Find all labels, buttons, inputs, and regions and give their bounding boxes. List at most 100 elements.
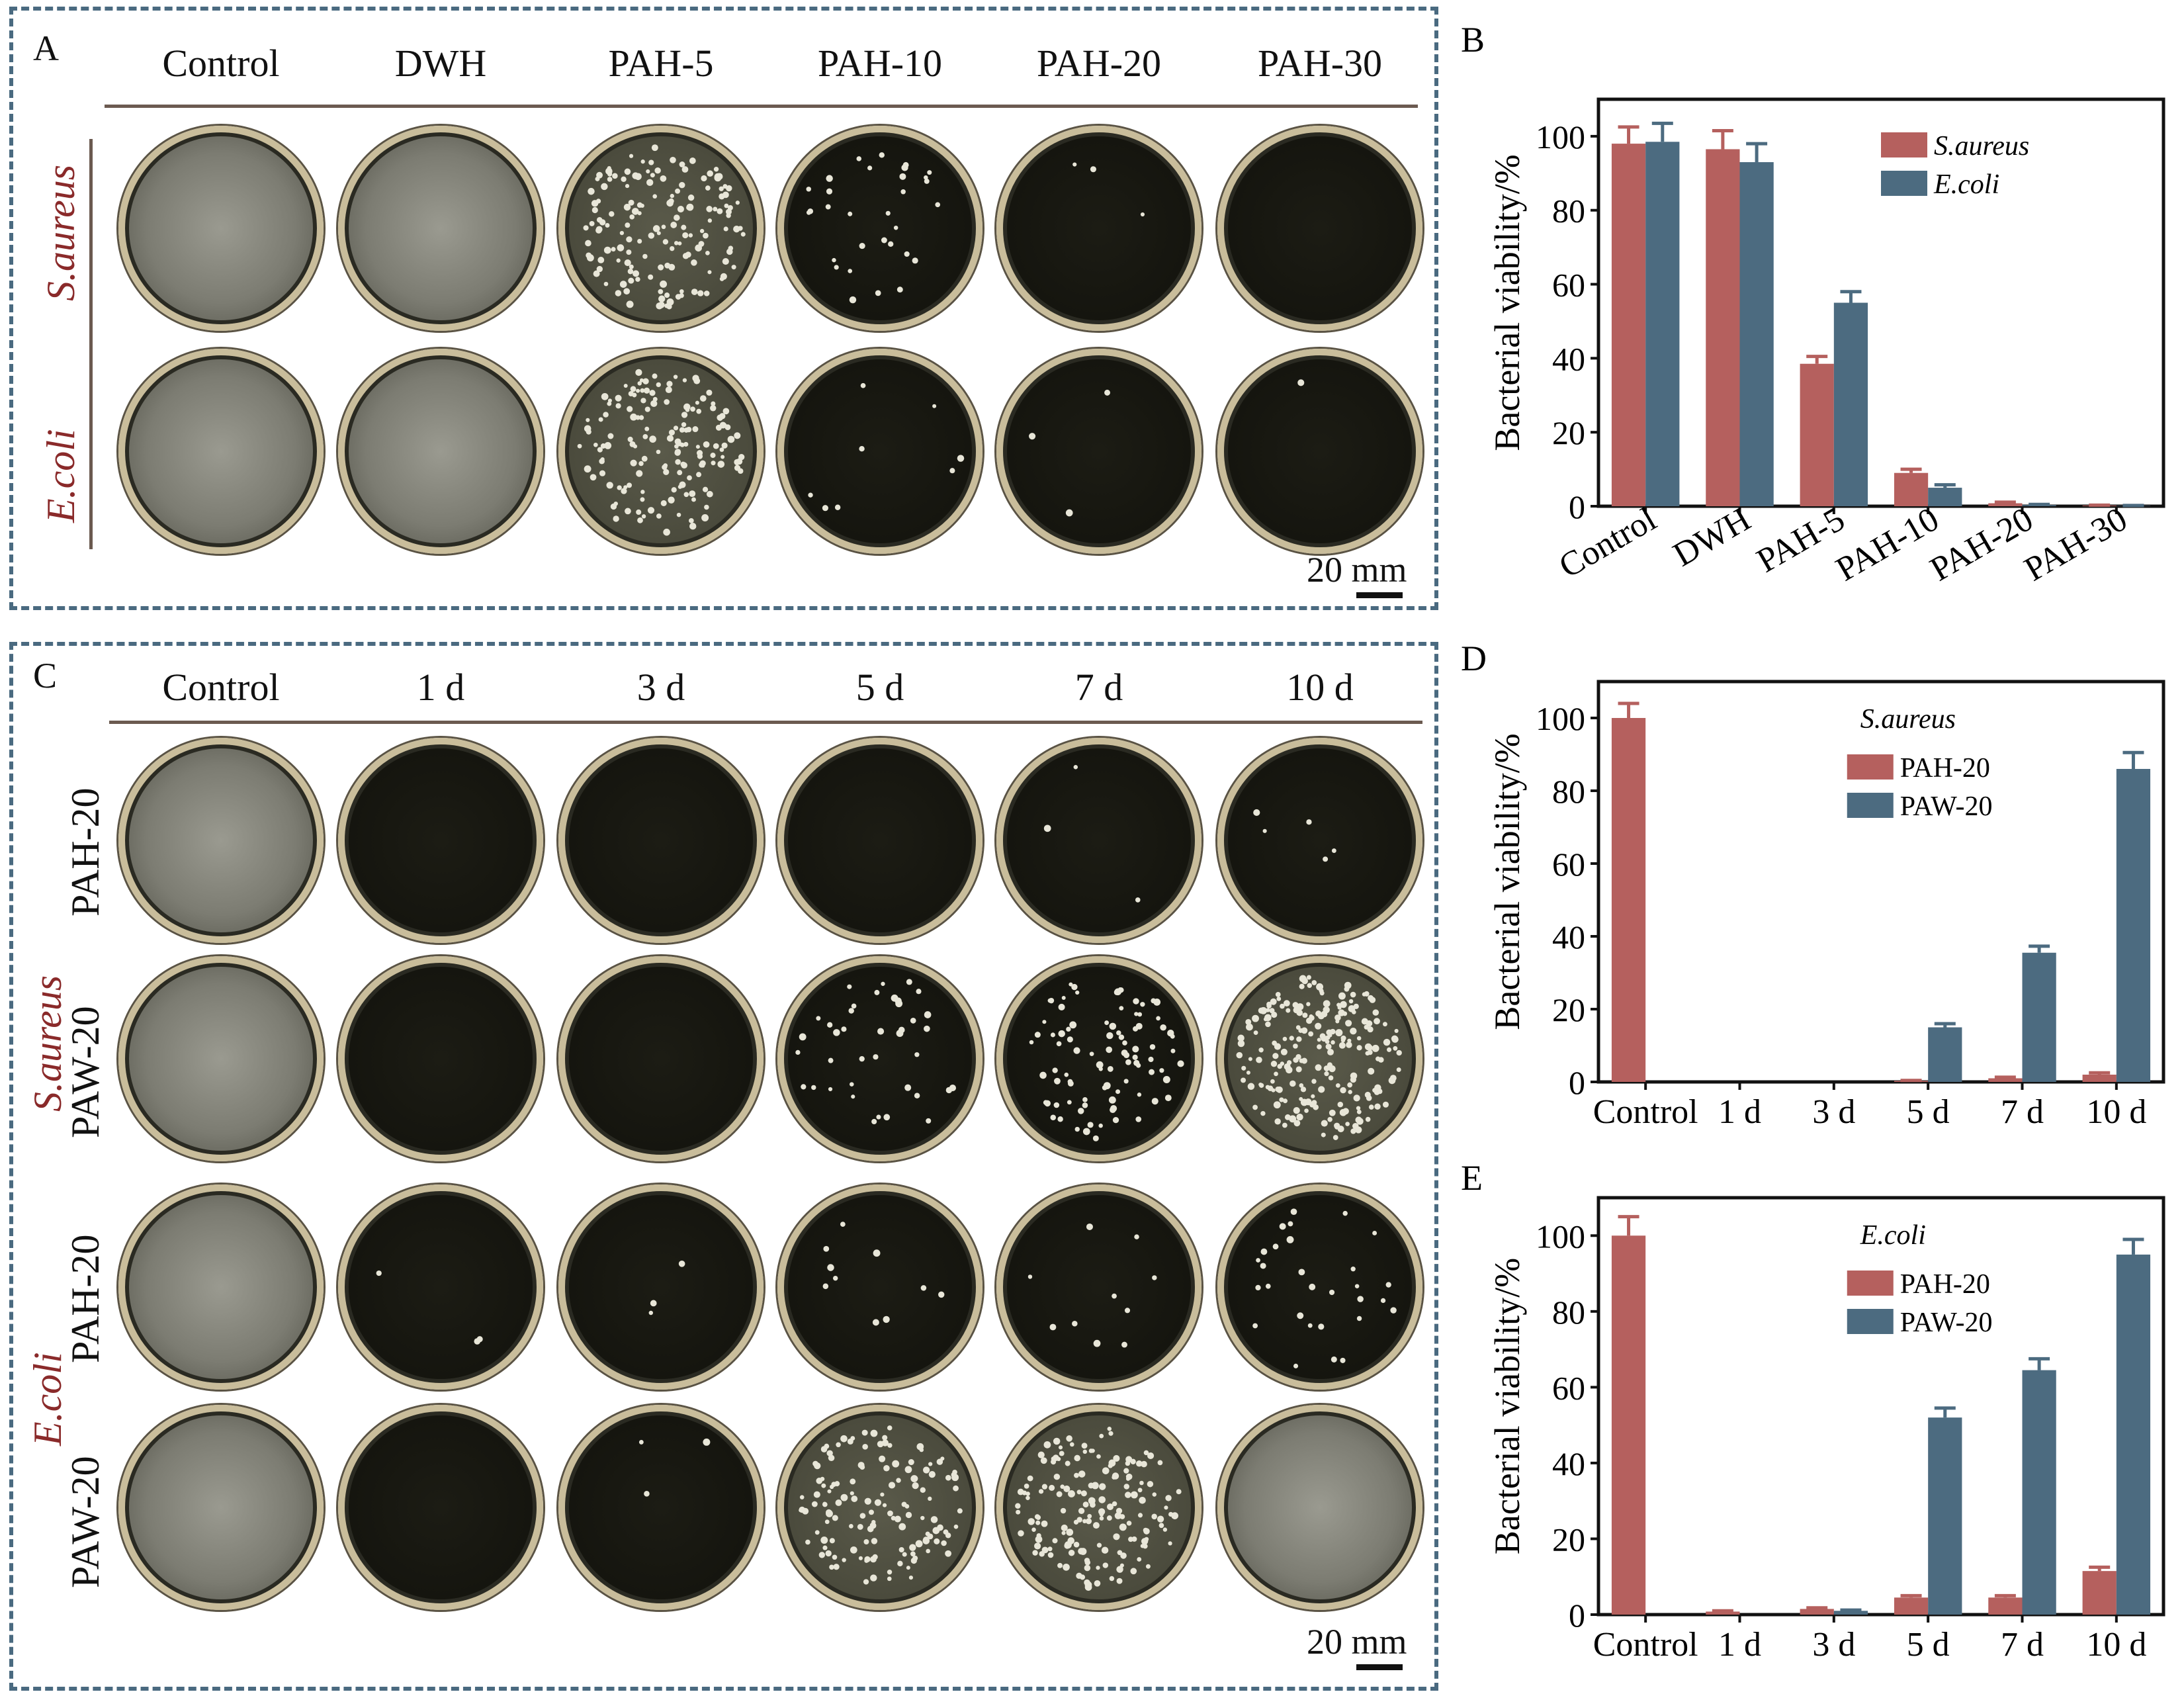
colony-dot [603,246,611,254]
colony-dot [648,274,654,280]
colony-dot [1353,1094,1360,1102]
colony-dot [719,186,724,191]
colony-dot [1041,1520,1048,1527]
colony-dot [1273,1101,1281,1109]
colony-dot [1027,1475,1033,1482]
colony-dot [1237,1040,1245,1048]
colony-dot [1357,1296,1364,1302]
colony-dot [924,1011,932,1018]
colony-dot [870,1556,877,1563]
colony-dot [1082,1519,1087,1524]
colony-dot [1275,991,1281,997]
x-tick-label: 10 d [2086,1093,2146,1131]
colony-dot [701,514,709,521]
colony-dot [1396,1049,1402,1056]
bar-paw20 [2116,769,2151,1082]
colony-dot [822,1545,828,1550]
colony-dot [834,504,841,510]
panel-c-header-rule [109,721,1422,724]
colony-dot [681,412,688,418]
colony-dot [820,1476,825,1482]
colony-dot [891,994,898,1002]
colony-dot [711,401,716,406]
colony-dot [590,474,597,481]
colony-dot [1364,1043,1372,1051]
colony-dot [593,442,598,447]
petri-dish [1217,349,1422,554]
colony-dot [867,1525,874,1533]
colony-dot [1296,1036,1302,1042]
bar-pah20 [1611,1235,1646,1615]
colony-dot [1340,1001,1347,1008]
colony-dot [1315,1010,1322,1017]
colony-dot [603,281,609,287]
colony-dot [912,257,918,264]
colony-dot [1305,1098,1312,1106]
petri-dish [118,738,324,943]
colony-dot [1116,1566,1123,1573]
colony-dot [1270,1060,1278,1067]
colony-dot [648,1310,654,1316]
colony-dot [1293,1107,1300,1114]
colony-dot [1348,1005,1353,1010]
colony-dot [1306,975,1311,980]
colony-dot [623,383,628,388]
colony-dot [1091,1482,1099,1490]
colony-dot [1259,1083,1264,1088]
y-tick-label: 20 [1552,1521,1585,1558]
colony-dot [675,459,681,465]
colony-dot [1241,1065,1246,1071]
colony-dot [650,173,655,178]
colony-dot [1039,1071,1047,1079]
colony-dot [1108,1096,1116,1104]
colony-dot [1304,1108,1309,1113]
colony-dot [691,289,698,295]
colony-dot [927,170,932,175]
legend-label: PAH-20 [1900,753,1990,783]
colony-dot [841,1026,847,1032]
colony-dot [806,187,811,192]
colony-dot [1083,1501,1088,1507]
colony-dot [663,528,670,536]
colony-dot [1168,1541,1172,1546]
colony-dot [723,226,728,232]
petri-dish [558,349,764,554]
petri-dish [1217,1405,1422,1610]
colony-dot [652,396,658,402]
colony-dot [1152,1275,1157,1280]
colony-dot [1317,1038,1321,1042]
colony-dot [640,398,646,404]
colony-dot [1308,1031,1314,1037]
colony-dot [1082,1128,1090,1136]
colony-dot [599,470,606,476]
colony-dot [1015,1503,1021,1509]
colony-dot [894,1515,901,1523]
plot-frame [1596,680,2165,1084]
colony-dot [813,1491,820,1498]
colony-dot [650,400,658,408]
colony-dot [1263,1017,1268,1022]
colony-dot [885,210,891,216]
colony-dot [882,1435,888,1441]
colony-dot [825,1550,832,1557]
colony-dot [640,159,645,164]
colony-dot [912,1482,919,1490]
colony-dot [1342,1011,1348,1016]
colony-dot [869,1509,874,1515]
colony-dot [1061,1531,1066,1535]
colony-dot [1334,1014,1341,1021]
petri-dish [558,738,764,943]
colony-dot [656,231,661,236]
colony-dot [1123,1468,1129,1474]
colony-dot [474,1338,481,1345]
colony-dot [627,436,633,443]
colony-dot [627,406,633,412]
colony-dot [663,469,670,475]
colony-dot [827,1264,834,1271]
colony-dot [914,1052,920,1057]
colony-dot [1149,1069,1155,1075]
colony-dot [859,1513,866,1519]
colony-dot [721,455,725,459]
colony-dot [1112,1293,1117,1299]
colony-dot [851,1094,855,1099]
